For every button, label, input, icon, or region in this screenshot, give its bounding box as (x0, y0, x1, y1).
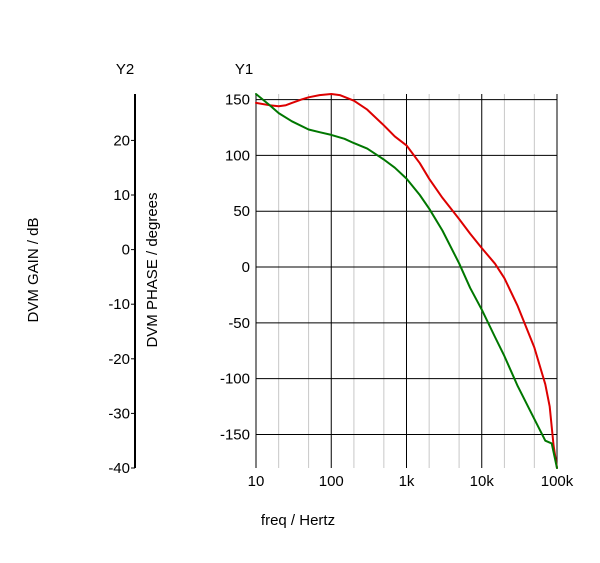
y2-tick-label: -40 (108, 460, 130, 477)
series-layer (255, 93, 558, 469)
y1-tick-label: 150 (225, 92, 250, 109)
y1-header: Y1 (235, 61, 253, 78)
y2-tick-label: -20 (108, 351, 130, 368)
grid (255, 94, 558, 468)
y1-tick-label: 0 (242, 259, 250, 276)
labels: 10 100 1k 10k 100k150100500-50-100-15020100-… (25, 61, 574, 529)
y1-tick-label: -50 (228, 315, 250, 332)
y2-axis-title: DVM GAIN / dB (25, 217, 42, 322)
y2-tick-label: -30 (108, 405, 130, 422)
y2-tick-label: -10 (108, 296, 130, 313)
x-axis-title: freq / Hertz (261, 512, 335, 529)
y1-tick-label: 100 (225, 147, 250, 164)
y1-axis-title: DVM PHASE / degrees (144, 192, 161, 347)
gain-series-line (255, 93, 558, 469)
axes (131, 94, 136, 469)
x-tick-label: 1k (399, 473, 415, 490)
y2-tick-label: 10 (113, 187, 130, 204)
x-tick-label: 100 (319, 473, 344, 490)
x-tick-label: 10k (470, 473, 495, 490)
y1-tick-label: -100 (220, 371, 250, 388)
y2-tick-label: 0 (122, 242, 130, 259)
y2-tick-label: 20 (113, 132, 130, 149)
y1-tick-label: -150 (220, 427, 250, 444)
x-tick-label: 100k (541, 473, 574, 490)
y2-header: Y2 (116, 61, 134, 78)
x-tick-label: 10 (248, 473, 265, 490)
y1-tick-label: 50 (233, 203, 250, 220)
phase-series-line (255, 93, 558, 469)
